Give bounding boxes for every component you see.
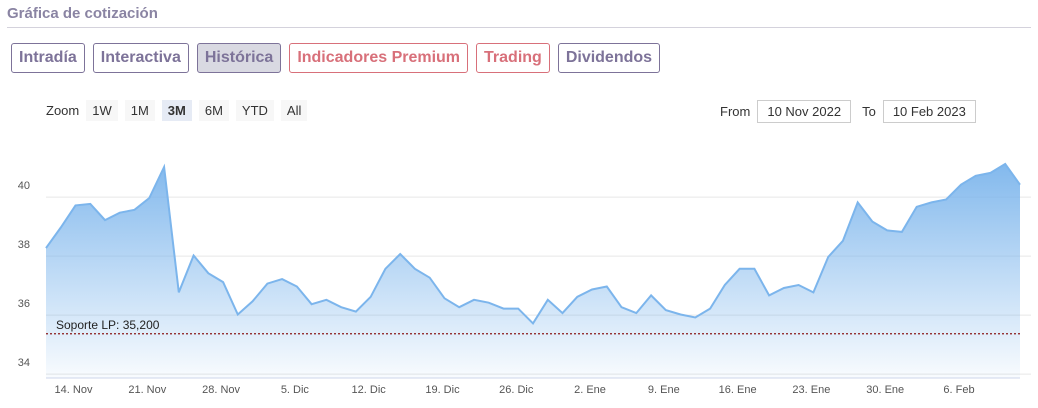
x-tick-label: 16. Ene [719,384,757,396]
from-input[interactable]: 10 Nov 2022 [757,100,852,123]
x-tick-label: 14. Nov [55,384,93,396]
x-tick-label: 23. Ene [792,384,830,396]
x-tick-label: 5. Dic [281,384,310,396]
x-tick-label: 9. Ene [648,384,680,396]
y-tick-label: 36 [18,298,30,310]
zoom-button[interactable]: 3M [161,100,192,121]
x-tick-label: 2. Ene [574,384,606,396]
zoom-label: Zoom [46,103,80,118]
zoom-bar: Zoom 1W 1M 3M 6M YTD All [46,100,308,121]
to-input[interactable]: 10 Feb 2023 [882,100,976,123]
y-tick-label: 34 [18,357,30,369]
tab[interactable]: Histórica [196,43,282,73]
from-label: From [720,104,751,119]
x-tick-label: 19. Dic [425,384,460,396]
x-tick-label: 28. Nov [202,384,240,396]
tab[interactable]: Interactiva [92,43,189,73]
x-tick-label: 6. Feb [943,384,974,396]
tab[interactable]: Intradía [11,43,85,73]
date-range: From 10 Nov 2022 To 10 Feb 2023 [720,100,976,123]
x-tick-label: 12. Dic [352,384,387,396]
tab[interactable]: Indicadores Premium [289,43,469,73]
tab[interactable]: Trading [476,43,550,73]
zoom-button[interactable]: 1W [86,100,118,121]
zoom-button[interactable]: YTD [235,100,274,121]
divider [7,27,1031,28]
zoom-button[interactable]: 6M [198,100,229,121]
y-tick-label: 40 [18,180,30,192]
header-title: Gráfica de cotización [7,5,158,22]
area-fill [46,164,1020,378]
tab[interactable]: Dividendos [557,43,661,73]
x-tick-label: 21. Nov [128,384,166,396]
tabs: Intradía Interactiva Histórica Indicadores … [11,43,661,73]
zoom-button[interactable]: 1M [124,100,155,121]
support-label: Soporte LP: 35,200 [56,318,160,332]
x-tick-label: 30. Ene [866,384,904,396]
x-tick-label: 26. Dic [499,384,534,396]
area-line [45,162,1021,325]
y-tick-label: 38 [18,239,30,251]
to-label: To [862,104,876,119]
zoom-button[interactable]: All [280,100,308,121]
